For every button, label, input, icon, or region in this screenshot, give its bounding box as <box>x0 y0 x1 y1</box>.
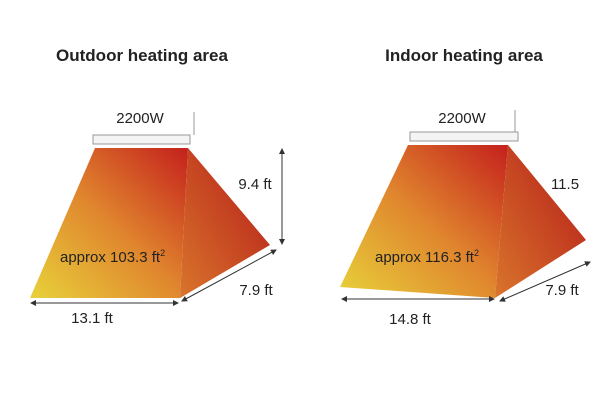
panel-title: Outdoor heating area <box>56 46 228 65</box>
area-text: approx 103.3 ft <box>60 249 161 266</box>
heat-front <box>340 145 508 298</box>
depth-arrow <box>499 261 591 302</box>
height-label: 11.5 <box>551 176 579 193</box>
heater <box>409 131 519 142</box>
indoor-panel: Indoor heating area 2200W 11.5 approx 11… <box>340 46 591 328</box>
area-superscript: 2 <box>160 248 165 258</box>
power-label: 2200W <box>438 110 486 127</box>
heat-front <box>30 148 188 298</box>
outdoor-panel: Outdoor heating area 2200W 9.4 ft approx… <box>30 46 285 327</box>
depth-arrow <box>181 249 277 302</box>
heat-side <box>180 148 270 298</box>
width-label: 13.1 ft <box>71 310 114 327</box>
height-label: 9.4 ft <box>238 176 272 193</box>
depth-label: 7.9 ft <box>239 282 273 299</box>
area-label: approx 116.3 ft2 <box>375 248 479 266</box>
panel-title: Indoor heating area <box>385 46 543 65</box>
depth-label: 7.9 ft <box>545 282 579 299</box>
heater <box>92 134 191 145</box>
heat-side <box>495 145 586 298</box>
area-text: approx 116.3 ft <box>375 249 475 266</box>
area-superscript: 2 <box>474 248 479 258</box>
width-label: 14.8 ft <box>389 311 432 328</box>
power-label: 2200W <box>116 110 164 127</box>
area-label: approx 103.3 ft2 <box>60 248 165 266</box>
